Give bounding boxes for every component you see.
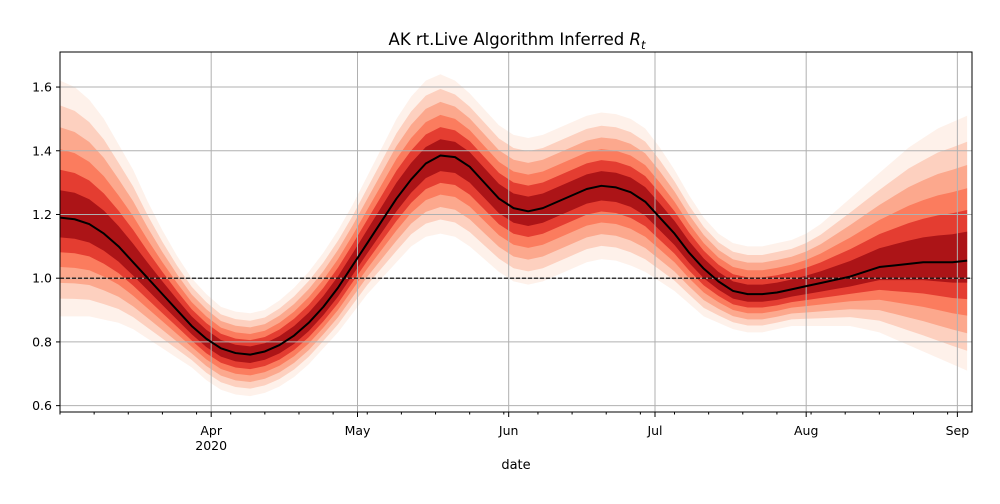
x-tick-label: Jun [498, 423, 519, 438]
credible-band-4 [60, 114, 968, 376]
y-tick-label: 1.6 [32, 80, 52, 95]
credible-interval-bands [60, 74, 968, 397]
x-tick-sublabel: 2020 [195, 438, 227, 453]
chart-title-text: AK rt.Live Algorithm Inferred [389, 30, 630, 49]
x-tick-label: Apr [200, 423, 222, 438]
chart-title-subscript: t [641, 38, 646, 52]
y-tick-label: 0.6 [32, 398, 52, 413]
x-tick-label: Jul [646, 423, 662, 438]
y-tick-label: 1.4 [32, 143, 52, 158]
y-axis: 0.6 0.8 1.0 1.2 1.4 1.6 [32, 80, 60, 413]
plot-frame [59, 51, 973, 413]
x-tick-label: Sep [946, 423, 970, 438]
x-tick-label: May [345, 423, 371, 438]
median-line-group [59, 154, 968, 356]
x-tick-label: Aug [794, 423, 818, 438]
y-tick-label: 0.8 [32, 334, 52, 349]
chart-title-symbol: R [629, 30, 640, 49]
median-line [59, 154, 968, 356]
y-tick-label: 1.0 [32, 271, 52, 286]
chart-title: AK rt.Live Algorithm Inferred Rt [389, 30, 646, 52]
y-tick-label: 1.2 [32, 207, 52, 222]
x-axis-label: date [501, 458, 530, 473]
